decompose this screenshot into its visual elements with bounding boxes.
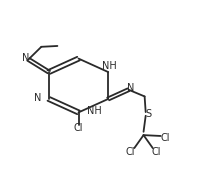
Text: N: N [22,53,29,63]
Text: N: N [127,83,135,93]
Text: N: N [34,93,41,103]
Text: Cl: Cl [126,147,135,157]
Text: NH: NH [102,61,117,71]
Text: S: S [145,109,151,119]
Text: Cl: Cl [152,147,161,157]
Text: NH: NH [87,106,102,116]
Text: Cl: Cl [74,123,83,133]
Text: Cl: Cl [160,134,170,143]
